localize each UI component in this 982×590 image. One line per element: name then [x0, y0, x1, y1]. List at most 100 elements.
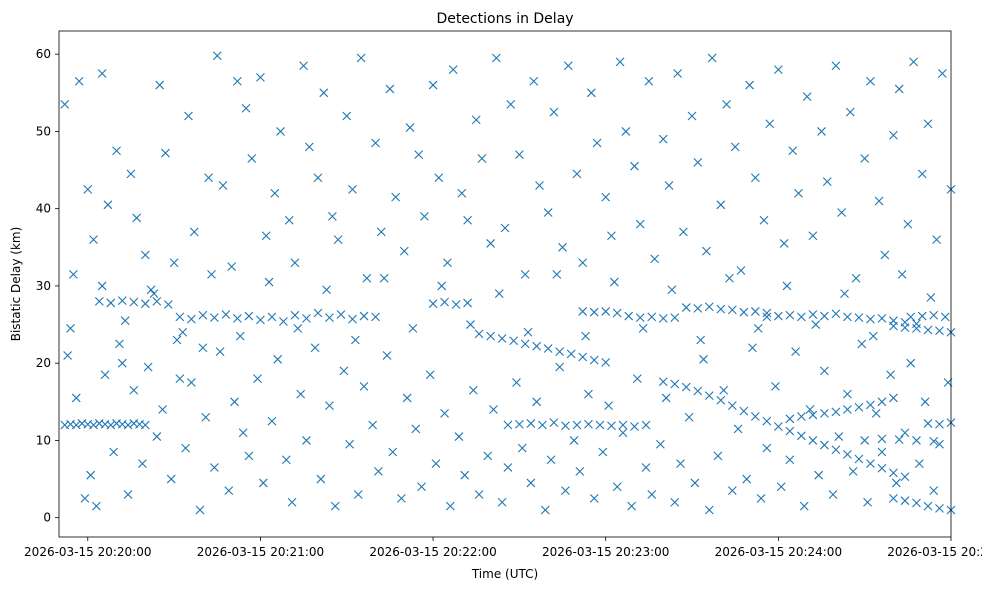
data-point — [584, 419, 593, 429]
data-point — [509, 336, 519, 346]
data-point — [935, 419, 944, 429]
data-point — [215, 347, 225, 356]
data-point — [97, 281, 107, 291]
data-point — [546, 455, 556, 465]
data-point — [94, 296, 104, 306]
data-point — [891, 478, 901, 488]
data-point — [759, 215, 769, 225]
data-point — [578, 258, 588, 268]
data-point — [63, 351, 73, 360]
y-axis-label: Bistatic Delay (km) — [9, 227, 23, 342]
data-point — [693, 157, 703, 167]
y-tick-label: 60 — [36, 47, 51, 61]
data-point — [750, 173, 760, 183]
data-point — [822, 177, 832, 187]
data-point — [900, 472, 910, 482]
data-point — [221, 310, 231, 319]
data-point — [227, 262, 237, 272]
data-point — [448, 65, 458, 75]
data-point — [745, 80, 754, 90]
data-point — [627, 501, 636, 511]
plot-frame — [58, 30, 952, 538]
data-point — [863, 497, 872, 507]
data-point — [445, 501, 455, 511]
data-point — [204, 173, 214, 183]
data-point — [779, 239, 789, 248]
data-point — [379, 273, 389, 283]
data-point — [589, 307, 599, 317]
data-point — [912, 324, 921, 333]
data-point — [808, 436, 818, 445]
data-point — [733, 424, 743, 434]
data-point — [716, 200, 726, 210]
data-point — [866, 459, 875, 468]
data-point — [549, 107, 559, 117]
data-point — [489, 405, 498, 414]
data-point — [388, 447, 398, 457]
data-point — [843, 389, 852, 399]
data-point — [929, 486, 939, 496]
data-point — [624, 311, 634, 321]
data-point — [762, 416, 772, 426]
data-point — [584, 389, 593, 399]
data-point — [851, 273, 861, 283]
data-point — [808, 231, 818, 241]
data-point — [399, 246, 409, 256]
data-point — [696, 335, 706, 345]
data-point — [831, 61, 841, 71]
data-point — [667, 285, 677, 295]
data-point — [440, 297, 449, 307]
data-point — [681, 303, 691, 312]
data-point — [670, 379, 680, 389]
data-point — [589, 355, 599, 365]
data-point — [814, 470, 824, 480]
data-point — [730, 142, 740, 152]
ticks-layer: 0 10 20 30 40 50 60 2026-03-15 20:20:00 2026-03-… — [24, 47, 982, 559]
data-point — [578, 352, 588, 362]
data-point — [575, 466, 585, 476]
data-point — [719, 385, 729, 395]
data-point — [699, 354, 708, 364]
data-point — [402, 393, 412, 403]
data-point — [820, 366, 829, 376]
data-point — [877, 313, 887, 323]
data-point — [486, 331, 496, 341]
data-point — [756, 493, 766, 503]
data-point — [414, 150, 424, 159]
data-point — [155, 80, 165, 90]
data-point — [750, 412, 760, 421]
data-point — [348, 184, 357, 194]
data-point — [207, 269, 216, 279]
data-point — [117, 296, 127, 305]
data-point — [702, 246, 711, 256]
data-point — [917, 311, 927, 321]
data-point — [782, 281, 792, 291]
data-point — [785, 455, 795, 465]
data-point — [635, 219, 645, 229]
data-point — [163, 300, 173, 309]
data-point — [514, 419, 524, 429]
data-point — [722, 100, 731, 109]
data-point — [195, 505, 205, 515]
data-point — [109, 447, 119, 457]
data-point — [808, 410, 818, 420]
data-point — [491, 53, 501, 63]
data-point — [889, 468, 898, 478]
data-point — [161, 148, 170, 158]
data-point — [468, 385, 478, 395]
data-point — [535, 181, 544, 190]
data-point — [854, 402, 864, 412]
x-axis-label: Time (UTC) — [471, 567, 538, 581]
data-point — [796, 431, 806, 441]
data-point — [676, 459, 685, 468]
data-point — [500, 223, 510, 233]
data-point — [592, 138, 602, 148]
data-point — [267, 416, 277, 426]
data-point — [794, 188, 803, 198]
data-point — [866, 76, 875, 86]
data-point — [917, 169, 927, 179]
data-point — [172, 335, 182, 345]
data-point — [742, 474, 752, 484]
data-point — [457, 188, 467, 198]
data-point — [909, 57, 918, 67]
